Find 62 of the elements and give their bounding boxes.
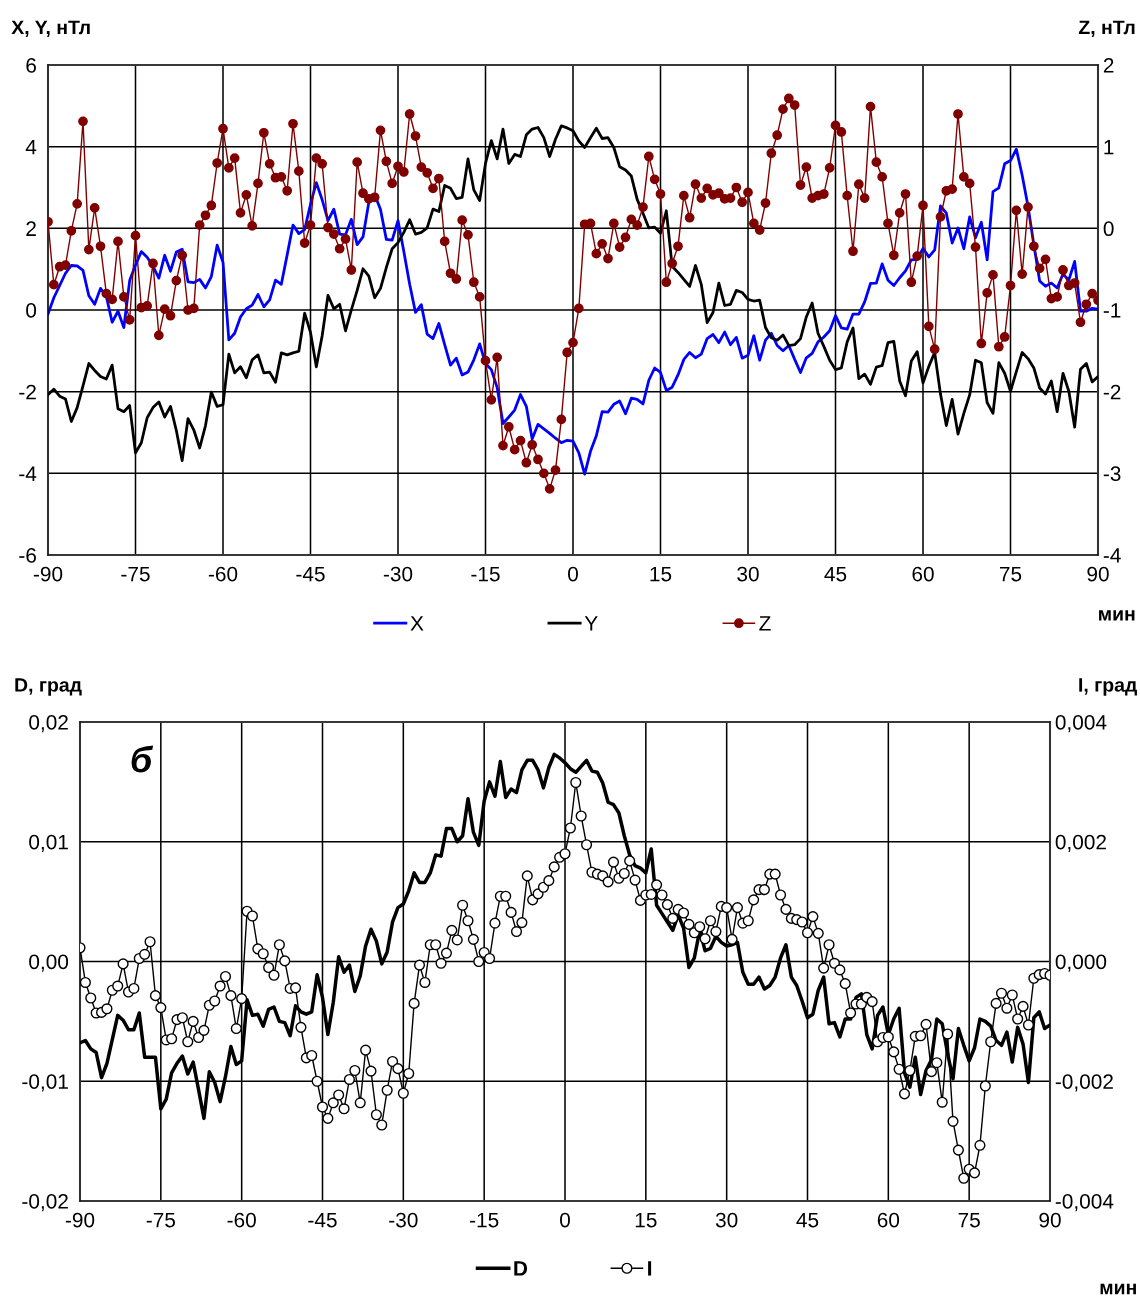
x-axis-title: мин bbox=[1099, 610, 1135, 621]
x-tick-label: -60 bbox=[208, 566, 238, 582]
y-tick-label: 0,02 bbox=[29, 715, 68, 733]
y2-axis-title: I, град bbox=[1079, 678, 1137, 696]
x-tick-label: 15 bbox=[635, 1212, 657, 1228]
x-tick-label: 45 bbox=[796, 1212, 819, 1228]
x-tick-label: -30 bbox=[389, 1212, 418, 1228]
x-tick-label: -75 bbox=[146, 1212, 176, 1228]
x-tick-label: 90 bbox=[1039, 1212, 1061, 1228]
y-tick-label: -2 bbox=[19, 384, 36, 400]
y-tick-label: 2 bbox=[26, 221, 36, 236]
x-tick-label: 60 bbox=[877, 1212, 900, 1228]
y2-tick-label: -1 bbox=[1103, 303, 1121, 318]
y2-tick-label: -0,002 bbox=[1055, 1074, 1113, 1092]
y-tick-label: 4 bbox=[25, 139, 37, 155]
y2-tick-label: -3 bbox=[1103, 466, 1121, 482]
y2-tick-label: 0,002 bbox=[1055, 834, 1106, 852]
legend-label: Z bbox=[759, 616, 771, 631]
x-tick-label: 60 bbox=[912, 566, 934, 582]
x-tick-label: 45 bbox=[824, 566, 847, 582]
x-tick-label: -15 bbox=[470, 1212, 499, 1228]
y-tick-label: -4 bbox=[19, 466, 37, 481]
y-tick-label: 0 bbox=[26, 303, 37, 318]
x-tick-label: 0 bbox=[560, 1212, 570, 1228]
x-tick-label: -90 bbox=[65, 1212, 95, 1228]
y2-axis-title: Z, нТл bbox=[1078, 20, 1135, 38]
x-tick-label: -75 bbox=[121, 566, 150, 582]
legend-label: D bbox=[514, 1261, 528, 1276]
legend-label: X bbox=[410, 616, 424, 631]
x-tick-label: -45 bbox=[296, 566, 325, 582]
y-tick-label: 0,00 bbox=[29, 954, 69, 972]
x-tick-label: -15 bbox=[471, 566, 500, 582]
y-axis-title: D, град bbox=[15, 678, 82, 696]
y2-tick-label: -4 bbox=[1103, 548, 1121, 563]
y2-tick-label: -2 bbox=[1103, 384, 1121, 400]
x-tick-label: 30 bbox=[715, 1212, 738, 1228]
x-tick-label: -60 bbox=[227, 1212, 256, 1228]
x-tick-label: -45 bbox=[308, 1212, 337, 1228]
x-tick-label: 90 bbox=[1087, 566, 1109, 582]
y-tick-label: 6 bbox=[26, 58, 36, 73]
x-tick-label: 75 bbox=[958, 1212, 980, 1228]
y-axis-title: X, Y, нТл bbox=[11, 20, 90, 38]
x-tick-label: 75 bbox=[999, 566, 1022, 582]
x-tick-label: 0 bbox=[568, 566, 578, 582]
y2-tick-label: 0,000 bbox=[1055, 954, 1107, 972]
legend-label: Y bbox=[584, 616, 598, 631]
y2-tick-label: 1 bbox=[1104, 139, 1114, 155]
x-tick-label: 15 bbox=[650, 566, 672, 582]
legend-label: I bbox=[648, 1261, 652, 1276]
x-tick-label: 30 bbox=[737, 566, 759, 582]
x-tick-label: -30 bbox=[383, 566, 413, 582]
y-tick-label: -0,01 bbox=[22, 1074, 68, 1092]
y2-tick-label: 0,004 bbox=[1055, 715, 1107, 733]
y-tick-label: 0,01 bbox=[29, 834, 68, 852]
x-tick-label: -90 bbox=[33, 566, 63, 582]
y2-tick-label: 2 bbox=[1103, 58, 1114, 73]
x-axis-title: мин bbox=[1100, 1283, 1136, 1295]
annotation: б bbox=[131, 745, 154, 773]
y2-tick-label: -0,004 bbox=[1055, 1194, 1114, 1212]
y-tick-label: -0,02 bbox=[22, 1194, 68, 1212]
y-tick-label: -6 bbox=[19, 548, 36, 563]
y2-tick-label: 0 bbox=[1103, 221, 1114, 237]
